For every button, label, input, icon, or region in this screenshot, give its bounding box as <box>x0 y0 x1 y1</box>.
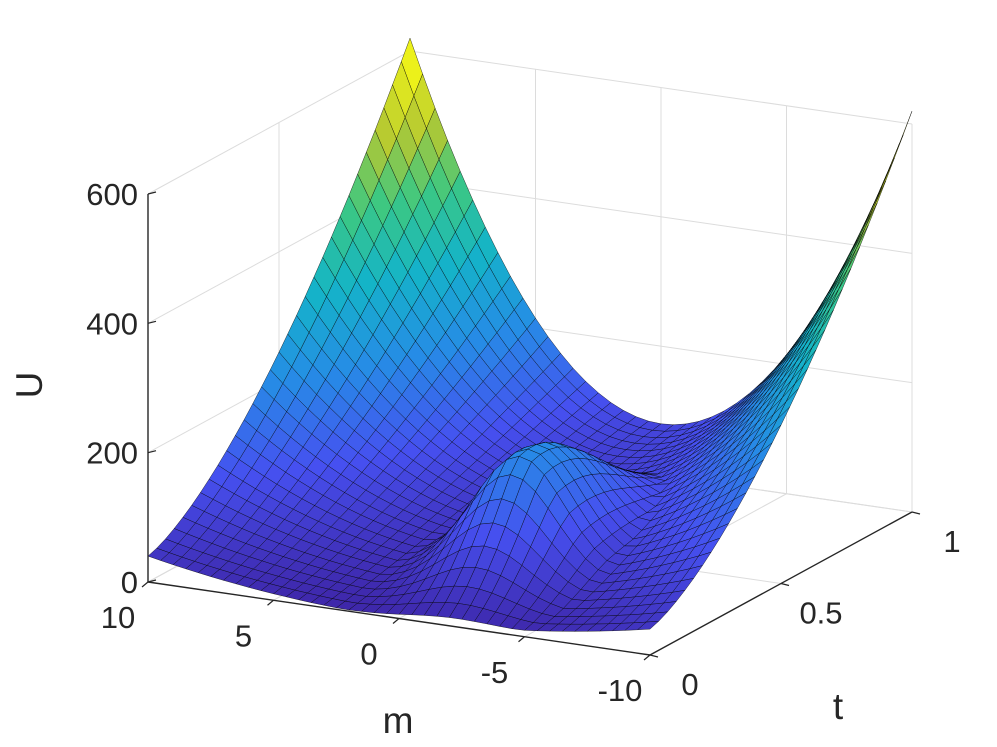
x-tick-mark <box>643 654 651 661</box>
surface-patch <box>846 225 869 271</box>
x-tick-mark <box>392 618 400 624</box>
x-tick-mark <box>141 581 149 588</box>
x-tick-label: -5 <box>481 655 509 690</box>
z-tick-label: 200 <box>86 436 138 471</box>
z-tick-mark <box>147 450 157 454</box>
z-tick-mark <box>147 191 157 195</box>
z-tick-label: 600 <box>86 177 138 212</box>
z-tick-label: 0 <box>121 565 138 600</box>
x-tick-label: 0 <box>360 637 377 672</box>
z-tick-mark <box>147 579 157 583</box>
x-tick-mark <box>518 636 525 643</box>
x-tick-mark <box>267 599 274 606</box>
x-tick-label: 5 <box>235 618 252 653</box>
y-tick-label: 0.5 <box>799 596 842 631</box>
x-axis-label: m <box>383 700 414 741</box>
x-tick-label: 10 <box>101 600 135 635</box>
y-tick-mark <box>911 511 921 515</box>
surface-patch <box>834 249 857 292</box>
surface-patch <box>825 269 848 311</box>
x-tick-label: -10 <box>598 673 643 708</box>
y-axis-label: t <box>833 686 844 727</box>
z-tick-label: 400 <box>86 306 138 341</box>
surface-patch <box>147 547 170 561</box>
y-tick-label: 0 <box>681 667 698 702</box>
z-tick-mark <box>147 320 157 324</box>
surface-layer <box>147 37 913 632</box>
y-tick-mark <box>780 582 790 587</box>
y-tick-label: 1 <box>943 524 960 559</box>
y-tick-mark <box>649 654 659 658</box>
z-axis-label: U <box>9 372 50 399</box>
